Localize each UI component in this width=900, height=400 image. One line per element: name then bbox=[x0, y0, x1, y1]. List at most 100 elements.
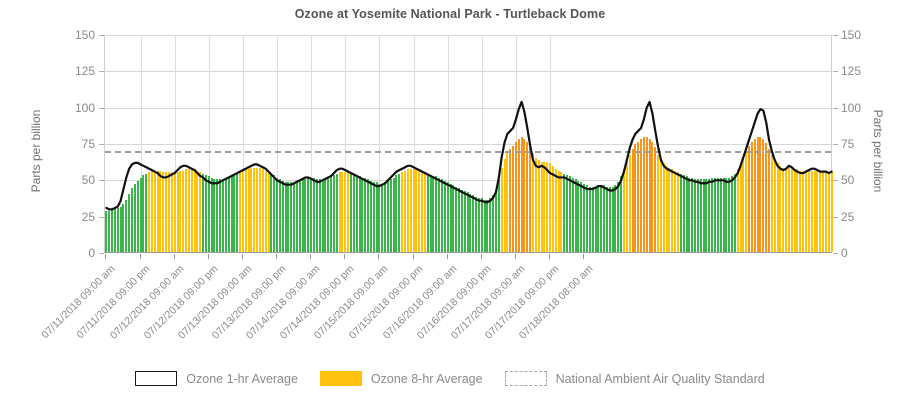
bar bbox=[708, 179, 711, 252]
bar bbox=[608, 186, 611, 252]
bar bbox=[116, 208, 119, 252]
bar bbox=[244, 169, 247, 252]
vertical-gridline bbox=[413, 35, 415, 252]
bar bbox=[731, 176, 734, 252]
bar bbox=[156, 170, 159, 252]
bar bbox=[671, 169, 674, 252]
vertical-gridline bbox=[242, 35, 244, 252]
bar bbox=[816, 170, 819, 252]
bar bbox=[500, 167, 503, 252]
bar bbox=[773, 160, 776, 252]
x-tick-mark bbox=[207, 254, 209, 259]
y-tick-mark bbox=[833, 35, 838, 36]
gridline bbox=[105, 71, 831, 73]
bar bbox=[435, 176, 438, 252]
bar bbox=[349, 173, 352, 252]
y-tick-label: 100 bbox=[74, 100, 95, 115]
bar bbox=[381, 183, 384, 252]
bar bbox=[446, 182, 449, 252]
bar bbox=[199, 172, 202, 252]
bar bbox=[162, 172, 165, 252]
x-tick-mark bbox=[173, 254, 175, 259]
bar bbox=[298, 180, 301, 252]
bar bbox=[361, 177, 364, 252]
bar bbox=[304, 179, 307, 252]
legend-item-naaqs[interactable]: National Ambient Air Quality Standard bbox=[504, 371, 765, 386]
bar bbox=[153, 170, 156, 252]
y-tick-label: 100 bbox=[841, 100, 862, 115]
bar bbox=[705, 179, 708, 252]
bar bbox=[725, 177, 728, 252]
bar bbox=[694, 179, 697, 252]
bar bbox=[392, 177, 395, 252]
bar bbox=[196, 170, 199, 252]
legend-item-ozone-8hr[interactable]: Ozone 8-hr Average bbox=[319, 371, 483, 386]
bar bbox=[824, 172, 827, 252]
vertical-gridline bbox=[277, 35, 279, 252]
x-tick-mark bbox=[412, 254, 414, 259]
bar bbox=[352, 173, 355, 252]
bar bbox=[389, 179, 392, 252]
bar bbox=[207, 176, 210, 252]
bar bbox=[167, 172, 170, 252]
x-tick-mark bbox=[105, 254, 107, 259]
bar bbox=[497, 179, 500, 252]
vertical-gridline bbox=[174, 35, 176, 252]
bar bbox=[142, 174, 145, 252]
y-tick-label: 0 bbox=[88, 246, 95, 260]
bar bbox=[568, 176, 571, 252]
bar bbox=[517, 138, 520, 252]
bar bbox=[307, 177, 310, 252]
bar bbox=[202, 173, 205, 252]
bar bbox=[540, 161, 543, 252]
bar bbox=[597, 185, 600, 252]
bar bbox=[270, 173, 273, 252]
bar bbox=[247, 169, 250, 252]
legend-item-ozone-1hr[interactable]: Ozone 1-hr Average bbox=[135, 371, 298, 386]
bar bbox=[796, 169, 799, 252]
bar bbox=[514, 141, 517, 252]
bar bbox=[293, 182, 296, 252]
bar bbox=[423, 172, 426, 252]
bar bbox=[486, 199, 489, 252]
y-axis-label-left: Parts per billion bbox=[29, 109, 43, 193]
bar bbox=[472, 195, 475, 252]
bar bbox=[753, 138, 756, 252]
bar bbox=[372, 182, 375, 252]
bar bbox=[807, 170, 810, 252]
bar bbox=[190, 169, 193, 252]
bar bbox=[466, 192, 469, 252]
bar bbox=[733, 173, 736, 252]
y-tick-label: 75 bbox=[81, 137, 95, 151]
bar bbox=[358, 176, 361, 252]
bar bbox=[802, 170, 805, 252]
bar bbox=[222, 179, 225, 252]
bar bbox=[799, 170, 802, 252]
vertical-gridline bbox=[447, 35, 449, 252]
bar bbox=[480, 198, 483, 252]
bar bbox=[531, 153, 534, 252]
bar bbox=[546, 161, 549, 252]
x-tick-mark bbox=[480, 254, 482, 259]
bar bbox=[204, 174, 207, 252]
bar bbox=[213, 179, 216, 252]
gridline bbox=[105, 107, 831, 109]
x-tick-mark bbox=[378, 254, 380, 259]
bar bbox=[537, 160, 540, 252]
bar bbox=[793, 169, 796, 252]
bar bbox=[452, 185, 455, 252]
bar bbox=[756, 137, 759, 252]
bar bbox=[549, 163, 552, 252]
legend-label-ozone-1hr: Ozone 1-hr Average bbox=[186, 371, 298, 386]
y-tick-label: 150 bbox=[74, 28, 95, 42]
bar bbox=[702, 179, 705, 252]
bar bbox=[378, 183, 381, 252]
bar bbox=[290, 182, 293, 252]
bar bbox=[512, 145, 515, 252]
bar bbox=[210, 177, 213, 252]
bar bbox=[679, 173, 682, 252]
bar bbox=[219, 179, 222, 252]
bar bbox=[634, 144, 637, 252]
bar bbox=[495, 189, 498, 252]
bar bbox=[554, 169, 557, 252]
